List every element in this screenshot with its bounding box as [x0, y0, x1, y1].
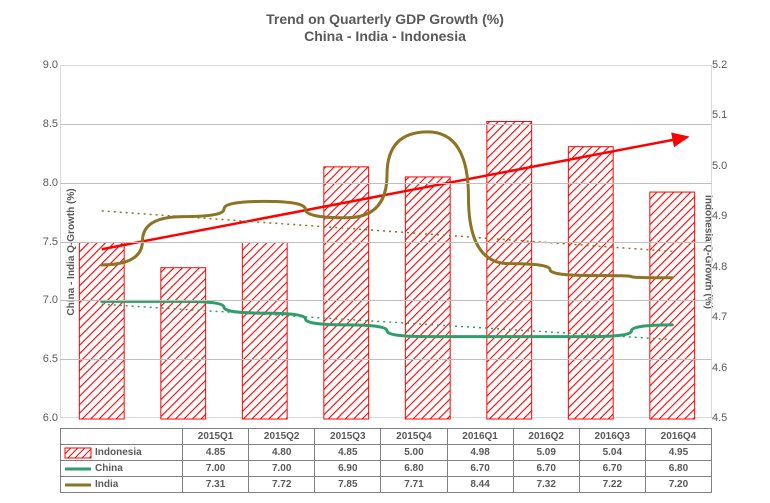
chart-title-line1: Trend on Quarterly GDP Growth (%): [10, 10, 760, 28]
gridline: [60, 242, 712, 243]
legend-china: China: [61, 461, 183, 477]
y1-tick: 6.0: [32, 412, 58, 424]
y2-tick: 4.7: [712, 311, 736, 323]
cell-china: 6.80: [645, 461, 711, 477]
bar-indonesia: [405, 177, 450, 419]
cell-indonesia: 4.85: [183, 445, 249, 461]
category-header: 2016Q1: [447, 429, 513, 445]
cell-indonesia: 5.00: [381, 445, 447, 461]
plot-svg: [61, 66, 713, 419]
cell-china: 6.90: [315, 461, 381, 477]
cell-india: 7.20: [645, 477, 711, 493]
y2-tick: 5.0: [712, 160, 736, 172]
cell-india: 7.72: [249, 477, 315, 493]
cell-china: 6.80: [381, 461, 447, 477]
y1-tick: 8.5: [32, 118, 58, 130]
category-header: 2015Q2: [249, 429, 315, 445]
cell-india: 7.32: [513, 477, 579, 493]
gridline: [60, 359, 712, 360]
y1-tick: 7.0: [32, 294, 58, 306]
legend-indonesia: Indonesia: [61, 445, 183, 461]
cell-china: 6.70: [513, 461, 579, 477]
cell-india: 7.85: [315, 477, 381, 493]
gridline: [60, 300, 712, 301]
cell-india: 7.71: [381, 477, 447, 493]
gridline: [60, 183, 712, 184]
y2-tick: 5.2: [712, 59, 736, 71]
y2-tick: 5.1: [712, 109, 736, 121]
category-header: 2016Q2: [513, 429, 579, 445]
category-header: 2015Q1: [183, 429, 249, 445]
y1-tick: 9.0: [32, 59, 58, 71]
y2-tick: 4.5: [712, 412, 736, 424]
category-header: 2015Q4: [381, 429, 447, 445]
cell-indonesia: 5.04: [579, 445, 645, 461]
cell-indonesia: 4.95: [645, 445, 711, 461]
y2-tick: 4.9: [712, 210, 736, 222]
bar-indonesia: [79, 243, 124, 420]
bar-indonesia: [487, 121, 532, 419]
category-header: 2016Q4: [645, 429, 711, 445]
cell-china: 6.70: [579, 461, 645, 477]
cell-india: 7.31: [183, 477, 249, 493]
legend-india: India: [61, 477, 183, 493]
gridline: [60, 124, 712, 125]
y2-tick: 4.6: [712, 362, 736, 374]
category-header: 2016Q3: [579, 429, 645, 445]
cell-indonesia: 4.85: [315, 445, 381, 461]
cell-india: 8.44: [447, 477, 513, 493]
cell-china: 7.00: [249, 461, 315, 477]
chart-title-line2: China - India - Indonesia: [10, 28, 760, 44]
y2-tick: 4.8: [712, 261, 736, 273]
y1-tick: 8.0: [32, 177, 58, 189]
bar-indonesia: [568, 147, 613, 419]
cell-indonesia: 5.09: [513, 445, 579, 461]
cell-indonesia: 4.80: [249, 445, 315, 461]
chart-container: Trend on Quarterly GDP Growth (%) China …: [0, 0, 770, 503]
cell-indonesia: 4.98: [447, 445, 513, 461]
bar-indonesia: [242, 243, 287, 420]
data-table: 2015Q12015Q22015Q32015Q42016Q12016Q22016…: [60, 428, 712, 493]
y1-tick: 6.5: [32, 353, 58, 365]
cell-india: 7.22: [579, 477, 645, 493]
y1-tick: 7.5: [32, 236, 58, 248]
cell-china: 7.00: [183, 461, 249, 477]
bar-indonesia: [650, 192, 695, 419]
category-header: 2015Q3: [315, 429, 381, 445]
cell-china: 6.70: [447, 461, 513, 477]
bar-indonesia: [161, 268, 206, 419]
